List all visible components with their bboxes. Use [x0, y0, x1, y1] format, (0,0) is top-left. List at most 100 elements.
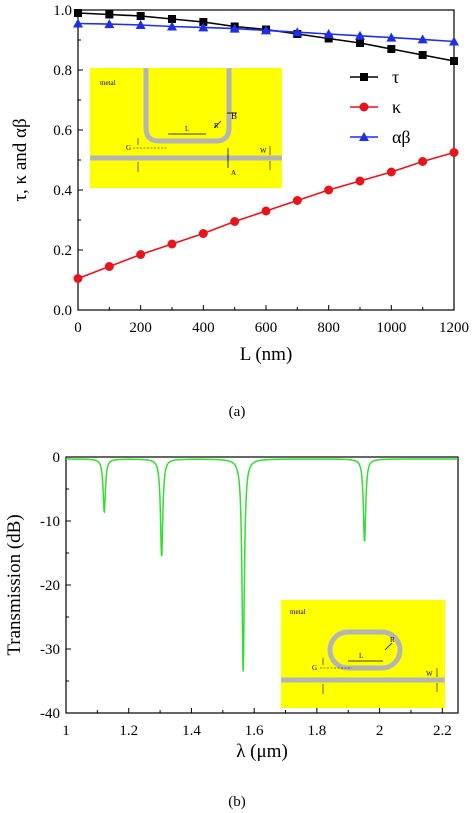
panel-a-x-tick-label: 200: [129, 320, 152, 336]
panel-a-data-point: [323, 29, 334, 38]
inset-a-metal-label: metal: [100, 79, 116, 87]
legend-kappa-marker: [359, 102, 369, 112]
panel-a-data-point: [74, 9, 82, 17]
legend-alphabeta-marker: [359, 132, 369, 141]
legend-item-alphabeta: αβ: [350, 127, 411, 147]
inset-b-background: [281, 600, 445, 708]
panel-a-data-point: [104, 19, 115, 29]
inset-b-metal-label: metal: [290, 608, 306, 616]
panel-a-data-point: [292, 27, 303, 37]
panel-b-y-tick-label: -30: [40, 642, 60, 658]
inset-a-l-label: L: [185, 125, 189, 133]
panel-a-data-point: [198, 22, 209, 32]
panel-a-data-point: [261, 25, 271, 35]
panel-b-y-axis-label: Transmission (dB): [4, 514, 25, 655]
panel-a-data-point: [229, 23, 240, 33]
panel-b-x-tick-label: 2: [376, 723, 384, 739]
panel-a-data-point: [198, 229, 208, 238]
panel-a-data-point: [136, 12, 145, 20]
panel-a-y-axis-label: τ, κ and αβ: [10, 118, 31, 201]
inset-b-w-label: W: [426, 670, 433, 678]
inset-a-r-label: R: [214, 122, 219, 130]
panel-a-data-point: [104, 262, 114, 271]
panel-b-x-tick-label: 2.2: [433, 723, 452, 739]
panel-a-y-tick-label: 0.2: [53, 243, 72, 259]
legend-tau-label: τ: [392, 67, 399, 87]
panel-a-x-tick-label: 800: [317, 320, 340, 336]
panel-a-data-point: [450, 57, 458, 65]
panel-a-data-point: [167, 239, 177, 249]
panel-a-series-0: [74, 9, 458, 65]
panel-a-data-point: [261, 206, 271, 216]
inset-b-g-label: G: [312, 664, 317, 672]
panel-a-data-point: [230, 217, 240, 226]
panel-a-caption: (a): [229, 404, 246, 420]
panel-b-y-tick-label: -40: [40, 706, 60, 722]
inset-a-b-label: B: [231, 111, 237, 121]
panel-a-data-point: [355, 176, 365, 186]
panel-a-data-point: [386, 32, 397, 42]
panel-a-data-point: [324, 185, 334, 195]
panel-a-data-point: [418, 51, 427, 59]
panel-a-data-point: [418, 157, 428, 166]
panel-b-y-tick-label: 0: [53, 450, 61, 466]
inset-a-g-label: G: [126, 144, 131, 152]
panel-a-data-point: [449, 148, 459, 157]
panel-a-data-point: [387, 45, 396, 53]
panel-b-series: [66, 458, 458, 672]
panel-b-x-tick-label: 1.2: [119, 723, 138, 739]
legend-item-tau: τ: [350, 67, 399, 87]
panel-a-series: [73, 9, 459, 283]
panel-b-x-ticks: 1 1.2 1.4 1.6 1.8 2 2.2: [62, 708, 452, 739]
inset-b-r-label: R: [390, 636, 395, 644]
panel-a-data-point: [136, 250, 146, 259]
inset-a-r-arrow: [213, 120, 222, 129]
panel-a-y-tick-label: 0.6: [53, 123, 72, 139]
panel-a-data-point: [292, 196, 302, 205]
panel-a-y-tick-label: 0.0: [53, 303, 72, 319]
legend-item-kappa: κ: [350, 97, 401, 117]
panel-b-x-tick-label: 1.4: [182, 723, 201, 739]
panel-b-y-tick-label: -20: [40, 578, 60, 594]
panel-a-data-point: [449, 36, 459, 46]
inset-b-l-label: L: [359, 652, 363, 660]
panel-b-x-tick-label: 1.8: [308, 723, 327, 739]
panel-a-data-point: [199, 18, 208, 26]
legend-alphabeta-label: αβ: [392, 127, 411, 147]
panel-a-y-ticks: 0.0 0.2 0.4 0.6 0.8 1.0: [53, 3, 83, 319]
panel-a-data-point: [355, 30, 365, 40]
panel-b: 1 1.2 1.4 1.6 1.8 2 2.2 0 -10 -20 -30 -40 metal L …: [4, 450, 459, 810]
inset-b-ring-resonator: [327, 629, 403, 671]
panel-a-series-line: [77, 12, 455, 62]
panel-a-data-point: [167, 21, 177, 31]
panel-a-data-point: [356, 39, 364, 47]
inset-a-w-label: W: [260, 147, 267, 155]
panel-a-inset: metal L R B G A W: [90, 68, 282, 188]
inset-a-background: [90, 68, 282, 188]
panel-a-x-tick-label: 400: [192, 320, 215, 336]
panel-b-y-ticks: 0 -10 -20 -30 -40: [40, 450, 71, 722]
panel-a-x-axis-label: L (nm): [240, 344, 293, 365]
panel-a-x-tick-label: 0: [74, 320, 82, 336]
panel-a: 0 200 400 600 800 1000 1200 0.0 0.2 0.4 0.6 0.8 1.0…: [10, 3, 469, 420]
panel-b-x-axis-label: λ (μm): [236, 741, 288, 762]
panel-a-data-point: [417, 34, 428, 44]
panel-a-x-tick-label: 1000: [376, 320, 406, 336]
panel-a-y-tick-label: 0.8: [53, 63, 72, 79]
legend-tau-marker: [360, 73, 368, 81]
panel-b-caption: (b): [228, 794, 246, 810]
panel-b-y-tick-label: -10: [40, 514, 60, 530]
panel-a-y-tick-label: 0.4: [53, 183, 72, 199]
panel-a-x-tick-label: 1200: [439, 320, 469, 336]
inset-a-coupler-waveguide: [143, 68, 232, 144]
panel-a-series-1: [73, 148, 459, 283]
panel-b-x-tick-label: 1: [62, 723, 70, 739]
panel-a-x-tick-label: 600: [255, 320, 278, 336]
panel-b-transmission-line: [66, 458, 458, 672]
panel-a-data-point: [386, 167, 396, 177]
panel-a-data-point: [105, 10, 114, 19]
inset-b-r-arrow: [384, 642, 393, 651]
panel-a-x-ticks: 0 200 400 600 800 1000 1200: [74, 305, 469, 336]
panel-a-data-point: [73, 274, 83, 283]
